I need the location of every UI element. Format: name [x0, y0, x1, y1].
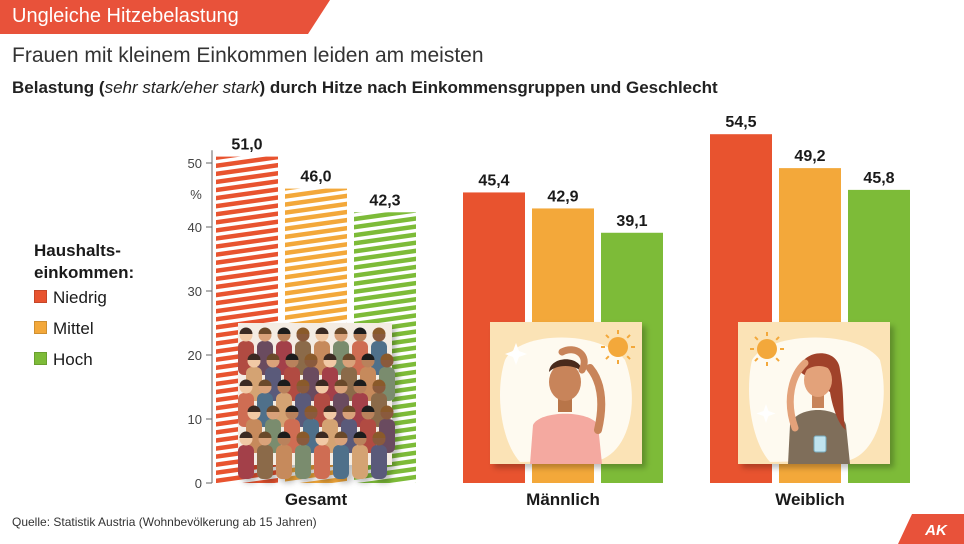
legend-item-mittel: Mittel — [34, 319, 94, 339]
legend-swatch-mittel — [34, 321, 47, 334]
y-tick-label: 20 — [188, 348, 202, 363]
data-label: 45,8 — [863, 170, 894, 187]
legend-title: Haushalts-einkommen: — [34, 240, 164, 284]
legend-label-niedrig: Niedrig — [53, 288, 107, 307]
data-label: 54,5 — [725, 114, 756, 131]
legend-swatch-hoch — [34, 352, 47, 365]
legend-title-line1: Haushalts- — [34, 241, 121, 260]
category-label-weiblich: Weiblich — [775, 490, 845, 509]
data-label: 46,0 — [300, 169, 331, 186]
woman-illustration — [738, 322, 890, 464]
chart-description: Belastung (sehr stark/eher stark) durch … — [12, 78, 718, 98]
y-tick-label: 30 — [188, 284, 202, 299]
ak-logo: AK — [898, 514, 964, 544]
category-label-männlich: Männlich — [526, 490, 600, 509]
desc-pre: Belastung ( — [12, 78, 105, 97]
y-tick-label: 0 — [195, 476, 202, 491]
desc-post: ) durch Hitze nach Einkommensgruppen und… — [259, 78, 718, 97]
y-tick-label: 10 — [188, 412, 202, 427]
legend-swatch-niedrig — [34, 290, 47, 303]
y-axis-unit: % — [190, 187, 202, 202]
data-label: 49,2 — [794, 148, 825, 165]
legend-title-line2: einkommen: — [34, 263, 135, 282]
data-label: 51,0 — [231, 137, 262, 154]
crowd-illustration — [238, 323, 395, 479]
y-tick-label: 50 — [188, 156, 202, 171]
legend-label-hoch: Hoch — [53, 350, 93, 369]
header-banner — [0, 0, 330, 34]
chart-subtitle: Frauen mit kleinem Einkommen leiden am m… — [12, 44, 484, 67]
man-illustration — [490, 322, 642, 464]
legend-item-hoch: Hoch — [34, 350, 93, 370]
desc-italic: sehr stark/eher stark — [104, 78, 260, 97]
legend-label-mittel: Mittel — [53, 319, 94, 338]
category-label-gesamt: Gesamt — [285, 490, 348, 509]
svg-text:AK: AK — [924, 522, 948, 539]
banner-title: Ungleiche Hitzebelastung — [12, 5, 239, 27]
source-note: Quelle: Statistik Austria (Wohnbevölkeru… — [12, 515, 317, 529]
data-label: 45,4 — [478, 172, 509, 189]
y-tick-label: 40 — [188, 220, 202, 235]
data-label: 42,3 — [369, 192, 400, 209]
data-label: 39,1 — [616, 213, 647, 230]
legend-item-niedrig: Niedrig — [34, 288, 107, 308]
data-label: 42,9 — [547, 188, 578, 205]
